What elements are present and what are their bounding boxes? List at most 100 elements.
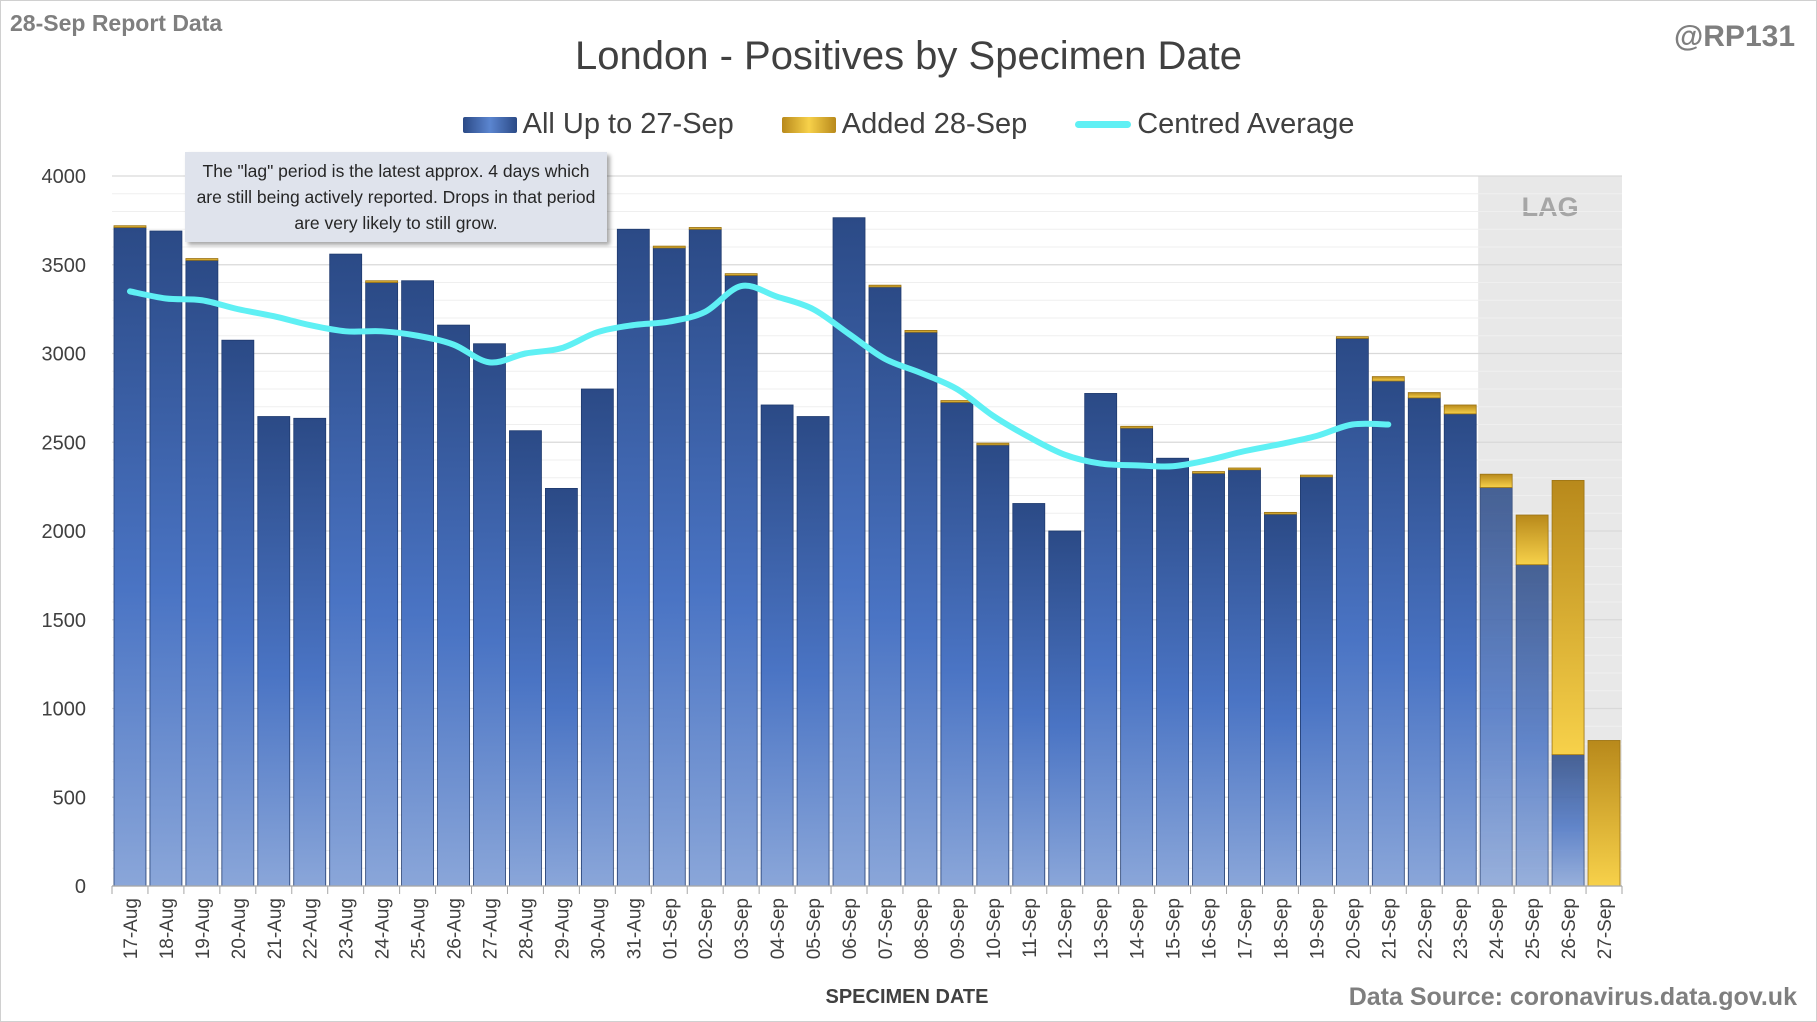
bar-added <box>185 258 219 261</box>
bar-base <box>509 430 542 887</box>
legend-item-added: Added 28-Sep <box>781 108 1027 141</box>
bar-added <box>1515 514 1549 566</box>
legend-item-base: All Up to 27-Sep <box>462 108 734 141</box>
bar-base <box>437 324 470 887</box>
x-axis-title: SPECIMEN DATE <box>826 986 989 1008</box>
x-tick-label: 28-Aug <box>516 898 537 959</box>
x-tick-label: 27-Aug <box>481 898 502 959</box>
bar-added <box>652 245 686 249</box>
x-tick-label: 18-Sep <box>1271 898 1292 959</box>
bar-added <box>904 330 938 333</box>
bar-base <box>688 228 722 887</box>
x-tick-label: 09-Sep <box>948 898 969 959</box>
bar-base <box>221 339 255 887</box>
x-tick-label: 03-Sep <box>732 898 753 959</box>
bar-base <box>1264 513 1297 887</box>
bar-base <box>1048 530 1082 887</box>
y-tick-label: 2500 <box>42 432 87 454</box>
bar-added <box>1551 480 1585 756</box>
bar-base <box>796 416 830 887</box>
bar-added <box>1120 425 1154 429</box>
bar-base <box>365 282 399 887</box>
x-tick-label: 15-Sep <box>1164 898 1185 959</box>
y-tick-label: 2000 <box>42 521 87 543</box>
bar-added <box>1300 474 1333 478</box>
x-tick-label: 27-Sep <box>1595 898 1616 959</box>
lag-label: LAG <box>1522 192 1579 222</box>
x-tick-label: 29-Aug <box>552 898 573 959</box>
y-tick-label: 1500 <box>42 610 87 632</box>
x-tick-label: 26-Sep <box>1559 898 1580 959</box>
bar-base <box>545 487 578 887</box>
bar-base <box>1443 413 1477 887</box>
x-tick-label: 26-Aug <box>445 898 466 959</box>
x-tick-label: 19-Sep <box>1307 898 1328 959</box>
bar-base <box>1407 397 1441 887</box>
y-tick-label: 1000 <box>42 699 87 721</box>
x-tick-label: 08-Sep <box>912 898 933 959</box>
x-tick-label: 01-Sep <box>660 898 681 959</box>
legend-swatch-average <box>1075 121 1132 128</box>
x-tick-label: 02-Sep <box>696 898 717 959</box>
y-tick-label: 3000 <box>42 344 87 366</box>
bar-added <box>940 400 974 403</box>
bar-base <box>257 416 291 887</box>
x-tick-label: 20-Aug <box>229 898 250 959</box>
author-handle: @RP131 <box>1674 20 1795 53</box>
bar-added <box>1335 336 1369 339</box>
bar-base <box>1120 427 1154 887</box>
legend-swatch-added <box>781 116 836 133</box>
x-tick-label: 06-Sep <box>840 898 861 959</box>
report-label: 28-Sep Report Data <box>10 10 223 36</box>
bar-base <box>1012 503 1046 887</box>
bar-base <box>616 228 650 887</box>
bar-base <box>1335 338 1369 887</box>
bar-added <box>1479 473 1513 488</box>
x-tick-label: 18-Aug <box>157 898 178 959</box>
x-tick-label: 22-Aug <box>301 898 322 959</box>
bar-base <box>113 227 147 887</box>
data-source: Data Source: coronavirus.data.gov.uk <box>1348 983 1797 1011</box>
x-tick-label: 14-Sep <box>1128 898 1149 959</box>
bar-added <box>1407 392 1441 399</box>
x-tick-label: 13-Sep <box>1092 898 1113 959</box>
x-tick-label: 25-Sep <box>1523 898 1544 959</box>
bar-added <box>976 442 1010 446</box>
bar-base <box>1156 457 1189 887</box>
bar-base <box>760 404 794 887</box>
x-tick-label: 05-Sep <box>804 898 825 959</box>
legend-label-base: All Up to 27-Sep <box>522 108 734 140</box>
bar-base <box>185 259 219 887</box>
lag-note: The "lag" period is the latest approx. 4… <box>185 152 607 242</box>
x-tick-label: 07-Sep <box>876 898 897 959</box>
bar-base <box>976 444 1010 887</box>
legend-label-average: Centred Average <box>1137 108 1355 140</box>
bar-added <box>1228 467 1261 471</box>
x-tick-label: 10-Sep <box>984 898 1005 959</box>
y-tick-label: 3500 <box>42 255 87 277</box>
x-tick-label: 24-Aug <box>373 898 394 959</box>
bar-base <box>652 247 686 887</box>
bar-base <box>293 417 327 887</box>
x-tick-label: 22-Sep <box>1415 898 1436 959</box>
y-tick-label: 500 <box>53 787 86 809</box>
bar-base <box>329 253 363 887</box>
legend: All Up to 27-Sep Added 28-Sep Centred Av… <box>0 108 1817 141</box>
y-tick-label: 0 <box>75 876 86 898</box>
bar-base <box>1551 754 1585 887</box>
x-tick-label: 16-Sep <box>1200 898 1221 959</box>
bar-added <box>688 227 722 230</box>
bar-base <box>1084 393 1118 887</box>
bar-base <box>1192 472 1225 887</box>
x-tick-label: 31-Aug <box>624 898 645 959</box>
legend-swatch-base <box>462 116 517 133</box>
x-tick-label: 17-Sep <box>1236 898 1257 959</box>
bar-base <box>832 217 866 887</box>
x-tick-label: 12-Sep <box>1056 898 1077 959</box>
bar-base <box>580 388 614 887</box>
bar-added <box>1192 471 1225 474</box>
legend-item-average: Centred Average <box>1075 108 1354 141</box>
x-tick-label: 21-Aug <box>265 898 286 959</box>
bar-base <box>149 230 183 887</box>
